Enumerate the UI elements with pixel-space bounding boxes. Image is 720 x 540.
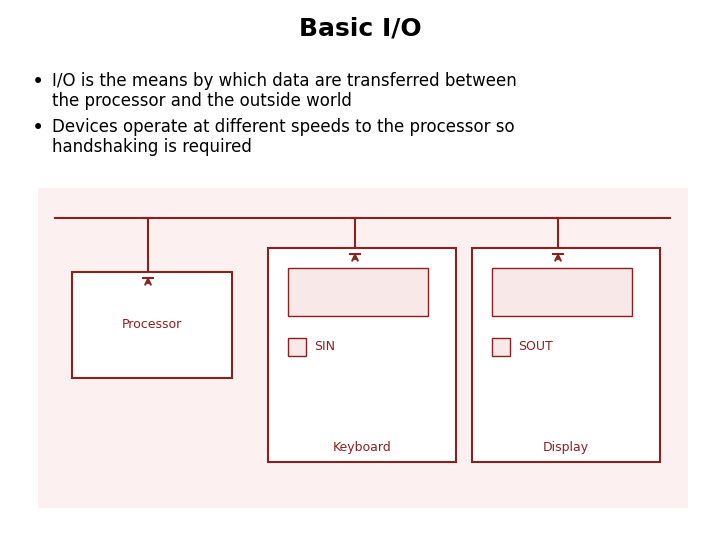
- Text: SOUT: SOUT: [518, 341, 553, 354]
- Bar: [72, 272, 232, 378]
- Text: SIN: SIN: [314, 341, 335, 354]
- Text: Devices operate at different speeds to the processor so: Devices operate at different speeds to t…: [52, 118, 515, 136]
- Text: DATAOUT: DATAOUT: [533, 286, 591, 299]
- Text: the processor and the outside world: the processor and the outside world: [52, 92, 352, 110]
- Text: •: •: [32, 72, 44, 92]
- Text: Keyboard: Keyboard: [333, 441, 392, 454]
- Bar: [38, 188, 688, 508]
- Text: DATAIN: DATAIN: [336, 286, 381, 299]
- Bar: [472, 248, 660, 462]
- Bar: [492, 268, 632, 316]
- Text: Basic I/O: Basic I/O: [299, 16, 421, 40]
- Text: •: •: [32, 118, 44, 138]
- Bar: [492, 338, 510, 356]
- Text: Processor: Processor: [122, 319, 182, 332]
- Bar: [288, 338, 306, 356]
- Text: Display: Display: [543, 441, 589, 454]
- Bar: [288, 268, 428, 316]
- Text: handshaking is required: handshaking is required: [52, 138, 252, 156]
- Text: I/O is the means by which data are transferred between: I/O is the means by which data are trans…: [52, 72, 517, 90]
- Bar: [268, 248, 456, 462]
